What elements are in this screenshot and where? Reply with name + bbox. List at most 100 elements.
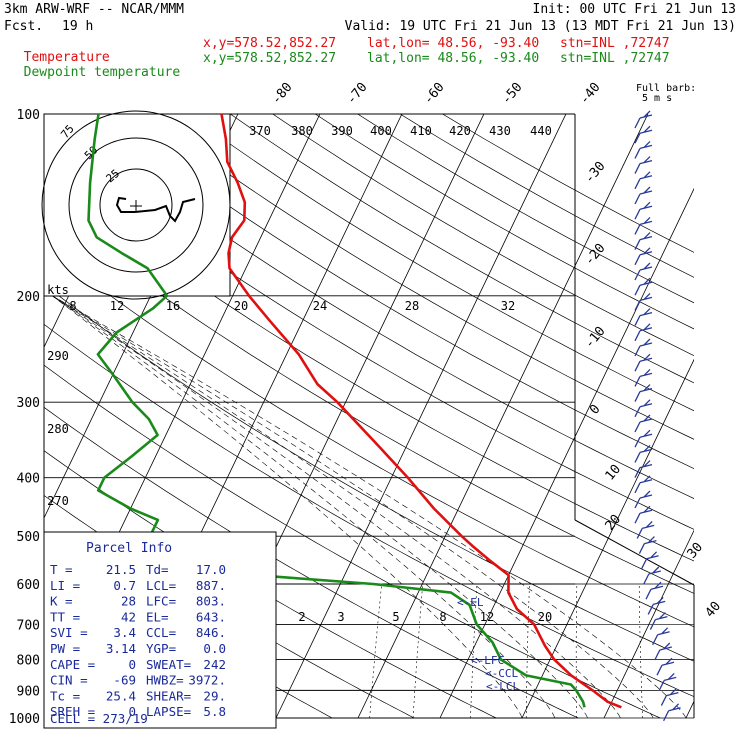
theta-left-label: 290 — [47, 349, 69, 363]
hodograph-ring — [68, 137, 204, 273]
dewpoint-legend: Dewpoint temperature — [8, 52, 181, 80]
mixing-ratio-label: 2 — [298, 610, 305, 624]
wind-barb — [634, 216, 653, 235]
wind-barb — [638, 536, 657, 554]
pressure-tick-label: 900 — [17, 684, 40, 699]
mixing-ratio-label: 12 — [480, 610, 494, 624]
parcel-value: 25.4 — [106, 688, 136, 703]
temperature-tick-label: -40 — [577, 80, 604, 108]
theta-label: 440 — [530, 124, 552, 138]
speed-scale-label: 28 — [405, 299, 419, 313]
init-time: Init: 00 UTC Fri 21 Jun 13 — [532, 2, 737, 17]
temperature-legend-station: stn=INL ,72747 — [560, 36, 670, 51]
mixing-ratio-line — [525, 583, 530, 719]
parcel-value: 3.14 — [106, 641, 136, 656]
speed-scale-label: 16 — [166, 299, 180, 313]
hodograph-origin — [130, 200, 142, 212]
level-marker: <-CCL — [485, 667, 518, 680]
speed-scale-label: kts — [47, 283, 69, 297]
temperature-tick-label: 10 — [603, 462, 625, 484]
wind-barb — [652, 627, 670, 646]
parcel-value: 42 — [121, 609, 136, 624]
hodograph-ring — [99, 168, 173, 242]
dewpoint-legend-coords: x,y=578.52,852.27 — [203, 51, 337, 66]
parcel-key: CIN = — [50, 673, 88, 688]
wind-barb — [656, 657, 675, 676]
parcel-key: PW = — [50, 641, 80, 656]
right-axis-slant — [574, 519, 695, 586]
wind-barb — [634, 490, 653, 509]
forecast-label: Fcst. — [4, 19, 44, 34]
parcel-key: Tc = — [50, 688, 80, 703]
parcel-info-frame — [43, 531, 277, 729]
isotherm-line — [275, 114, 567, 719]
parcel-key: K = — [50, 594, 73, 609]
parcel-info-title: Parcel Info — [86, 541, 172, 556]
temperature-tick-label: -10 — [582, 324, 609, 352]
wind-barb — [647, 596, 666, 615]
parcel-key: CAPE = — [50, 657, 95, 672]
isotherm-line — [357, 114, 649, 719]
wind-barb — [634, 384, 653, 402]
theta-label: 410 — [410, 124, 432, 138]
temperature-tick-label: -30 — [582, 159, 609, 187]
temperature-tick-label: 0 — [587, 402, 604, 418]
wind-barb — [634, 323, 653, 342]
parcel-key: EL= — [146, 609, 169, 624]
parcel-key: YGP= — [146, 641, 176, 656]
parcel-key: CCL= — [146, 625, 176, 640]
parcel-key: TT = — [50, 609, 80, 624]
isotherm-line — [521, 358, 694, 719]
wind-barb — [634, 201, 653, 220]
wind-barb — [634, 429, 653, 448]
dry-adiabat — [145, 114, 694, 440]
mixing-ratio-line — [638, 583, 643, 719]
dry-adiabat — [399, 114, 694, 278]
wind-barb — [634, 399, 653, 418]
wind-barb — [634, 414, 653, 433]
mixing-ratio-line — [412, 583, 424, 719]
theta-label: 430 — [489, 124, 511, 138]
wind-barb — [649, 612, 668, 630]
parcel-value: 5.8 — [203, 704, 226, 719]
parcel-key: HWBZ= — [146, 673, 184, 688]
parcel-value: 0 — [128, 704, 136, 719]
mixing-ratio-label: 20 — [538, 610, 552, 624]
wind-barb — [634, 308, 653, 326]
dry-adiabat — [44, 134, 694, 530]
speed-scale-label: 8 — [69, 299, 76, 313]
isotherm-line — [439, 187, 694, 719]
dry-adiabat — [44, 364, 661, 719]
mixing-ratio-label: 3 — [337, 610, 344, 624]
temperature-legend-latlon: lat,lon= 48.56, -93.40 — [367, 36, 540, 51]
temperature-legend: Temperature — [8, 37, 110, 65]
wind-barb — [643, 566, 661, 585]
parcel-key: LI = — [50, 578, 80, 593]
temperature-tick-label: -50 — [499, 80, 526, 108]
parcel-value: 242 — [203, 657, 226, 672]
temperature-tick-label: 40 — [703, 599, 725, 621]
temperature-tick-label: 20 — [603, 512, 625, 534]
mixing-ratio-line — [575, 583, 578, 719]
wind-barb — [634, 140, 653, 159]
theta-label: 400 — [370, 124, 392, 138]
speed-scale-label: 20 — [234, 299, 248, 313]
parcel-value: 3.4 — [113, 625, 136, 640]
parcel-cell: CELL = 273/19 — [50, 711, 148, 726]
parcel-value: 29. — [203, 688, 226, 703]
wind-barb — [634, 368, 653, 387]
wind-barb — [634, 171, 653, 190]
parcel-key: SVI = — [50, 625, 88, 640]
moist-adiabat — [52, 295, 556, 719]
dry-adiabat — [44, 170, 694, 562]
wind-barb — [634, 338, 653, 357]
hodograph-ring — [41, 110, 231, 300]
temperature-legend-coords: x,y=578.52,852.27 — [203, 36, 337, 51]
hodograph-trace — [115, 196, 196, 223]
wind-barb — [634, 186, 653, 205]
parcel-key: T = — [50, 562, 73, 577]
dry-adiabat — [44, 284, 694, 662]
valid-time: Valid: 19 UTC Fri 21 Jun 13 (13 MDT Fri … — [344, 19, 736, 34]
